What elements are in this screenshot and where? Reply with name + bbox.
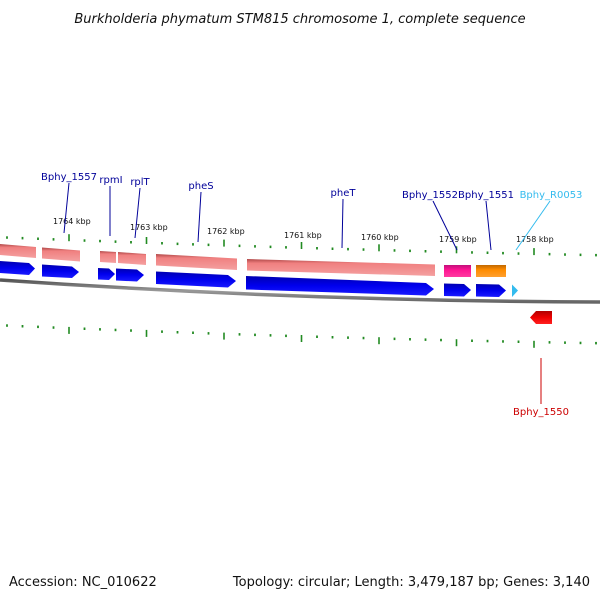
- accession-text: Accession: NC_010622: [9, 575, 157, 590]
- gene-label-rpmi[interactable]: rpmI: [99, 175, 122, 186]
- leader-phet: [341, 198, 344, 249]
- gene-feature-rplt[interactable]: [118, 252, 146, 265]
- kbp-label-1763: 1763 kbp: [130, 223, 168, 232]
- gene-label-bphy-1552[interactable]: Bphy_1552: [402, 190, 458, 201]
- kbp-label-1762: 1762 kbp: [207, 227, 245, 236]
- gene-label-phes[interactable]: pheS: [188, 181, 213, 192]
- gene-feature-bphy-1557[interactable]: [42, 247, 80, 262]
- leader-bphy-r0053: [515, 200, 551, 251]
- kbp-label-1758: 1758 kbp: [516, 235, 554, 244]
- chromosome-backbone: [0, 278, 600, 304]
- cds-arrow-left-edge[interactable]: [0, 261, 35, 275]
- label-leaders: [63, 182, 551, 404]
- gene-label-bphy-r0053[interactable]: Bphy_R0053: [520, 190, 583, 201]
- leader-bphy-1552: [432, 200, 458, 251]
- kbp-label-1761: 1761 kbp: [284, 231, 322, 240]
- map-title: Burkholderia phymatum STM815 chromosome …: [74, 12, 525, 27]
- cds-arrow-bphy-1550[interactable]: [530, 311, 552, 324]
- cds-arrow-phes[interactable]: [156, 271, 236, 288]
- cds-forward-row: [0, 261, 518, 297]
- kbp-label-1760: 1760 kbp: [361, 233, 399, 242]
- leader-bphy-1557: [63, 182, 70, 234]
- kbp-label-1764: 1764 kbp: [53, 217, 91, 226]
- cds-arrow-phet[interactable]: [246, 276, 434, 296]
- gene-feature-rpmi[interactable]: [100, 251, 116, 263]
- cds-arrow-bphy-1551[interactable]: [476, 284, 506, 297]
- gene-label-bphy-1557[interactable]: Bphy_1557: [41, 172, 97, 183]
- gene-label-bphy-1550[interactable]: Bphy_1550: [513, 407, 569, 418]
- gene-feature-bphy-1552[interactable]: [444, 265, 471, 277]
- kbp-label-1759: 1759 kbp: [439, 235, 477, 244]
- gene-label-bphy-1551[interactable]: Bphy_1551: [458, 190, 514, 201]
- gene-feature-bphy-1557-left[interactable]: [0, 244, 36, 258]
- sequence-summary-text: Topology: circular; Length: 3,479,187 bp…: [232, 575, 590, 590]
- tick-row-inner: [6, 324, 597, 348]
- cds-arrow-bphy-1552[interactable]: [444, 283, 471, 297]
- cds-arrow-bphy-1557[interactable]: [42, 264, 79, 279]
- gene-label-rplt[interactable]: rplT: [130, 177, 150, 188]
- cds-arrow-rpmi[interactable]: [98, 268, 115, 280]
- leader-bphy-1551: [485, 200, 492, 251]
- gene-feature-bphy-1551[interactable]: [476, 265, 506, 277]
- gene-label-phet[interactable]: pheT: [331, 188, 357, 199]
- leader-rplt: [134, 187, 141, 239]
- gene-feature-phet[interactable]: [247, 259, 435, 276]
- gene-feature-phes[interactable]: [156, 254, 237, 270]
- leader-phes: [197, 191, 202, 243]
- gene-feature-row: [0, 244, 506, 277]
- rna-arrow-bphy-r0053[interactable]: [512, 284, 518, 298]
- cds-arrow-rplt[interactable]: [116, 268, 144, 282]
